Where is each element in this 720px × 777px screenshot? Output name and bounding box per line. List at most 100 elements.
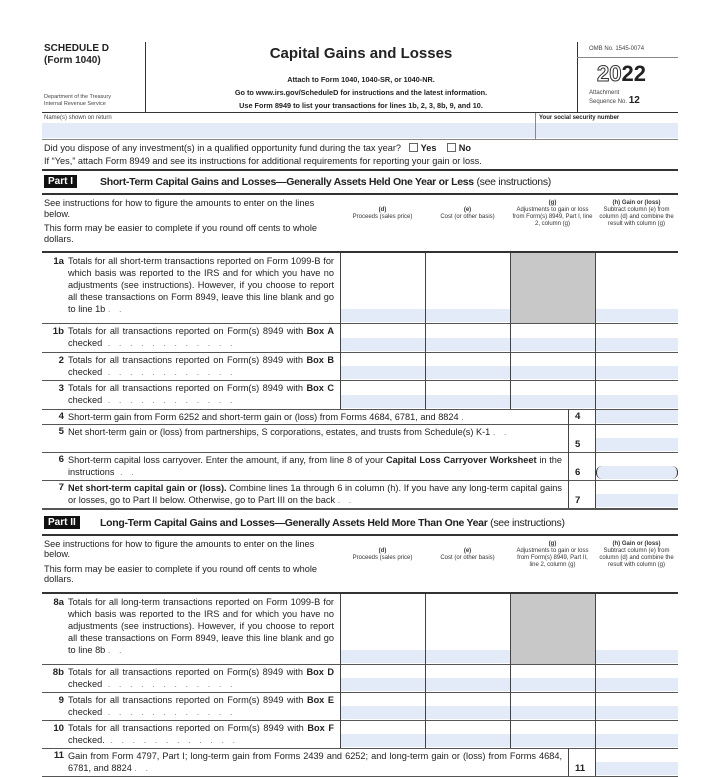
line-1b-col-h-input[interactable] <box>596 337 678 351</box>
line-4-text: Short-term gain from Form 6252 and short… <box>68 411 467 422</box>
line-2-col-d-input[interactable] <box>341 366 425 379</box>
column-header-d: (d) Proceeds (sales price) <box>352 207 413 220</box>
instructions-url[interactable]: Go to www.irs.gov/ScheduleD for instruct… <box>234 88 488 97</box>
column-divider <box>595 423 596 452</box>
line-3-col-e-input[interactable] <box>426 394 510 408</box>
intro-p1: See instructions for how to figure the a… <box>44 198 315 219</box>
line-9-col-e-input[interactable] <box>426 705 510 719</box>
line-number: 9 <box>58 694 64 706</box>
line-8b-col-e-input[interactable] <box>426 677 510 691</box>
opportunity-fund-row: Did you dispose of any investment(s) in … <box>44 142 471 154</box>
line-2-col-e-input[interactable] <box>426 366 510 379</box>
line-8b-col-g-input[interactable] <box>511 677 595 691</box>
column-divider <box>568 423 569 452</box>
row-divider <box>42 775 678 777</box>
line-1a-col-e-input[interactable] <box>426 309 510 322</box>
row-divider <box>42 380 678 381</box>
attach-note: Attach to Form 1040, 1040-SR, or 1040-NR… <box>287 75 435 84</box>
line-10-col-h-input[interactable] <box>596 733 678 747</box>
line-8b-col-h-input[interactable] <box>596 677 678 691</box>
line-9-col-g-input[interactable] <box>511 705 595 719</box>
column-divider <box>340 691 341 720</box>
column-header-e: (e) Cost (or other basis) <box>440 207 495 220</box>
divider <box>42 251 678 253</box>
dept-treasury: Department of the Treasury <box>44 94 111 100</box>
ssn-label: Your social security number <box>539 115 620 121</box>
line-11-box-number: 11 <box>575 762 586 774</box>
column-header-hGainorloss: (h) Gain or (loss) Subtract column (e) fr… <box>599 200 674 227</box>
name-input[interactable] <box>42 123 535 138</box>
line-1b-col-d-input[interactable] <box>341 337 425 351</box>
intro-p1: See instructions for how to figure the a… <box>44 538 315 560</box>
form-title: Capital Gains and Losses <box>269 45 453 62</box>
column-divider <box>595 451 596 480</box>
line-8b-col-d-input[interactable] <box>341 677 425 691</box>
line-9-text: Totals for all transactions reported on … <box>68 694 334 717</box>
line-5-box-number: 5 <box>575 438 581 450</box>
line-10-col-e-input[interactable] <box>426 733 510 747</box>
line-11-amount-input[interactable] <box>596 761 678 775</box>
line-6-amount-input[interactable] <box>596 465 678 479</box>
part2-see-instructions: (see instructions) <box>490 516 565 529</box>
column-header-hGainorloss: (h) Gain or (loss) Subtract column (e) fr… <box>599 540 674 568</box>
line-1a-col-h-input[interactable] <box>596 309 678 322</box>
yes-checkbox[interactable]: Yes <box>408 143 437 153</box>
column-divider <box>425 691 426 720</box>
row-divider <box>42 323 678 324</box>
line-10-col-d-input[interactable] <box>341 733 425 747</box>
line-8a-col-d-input[interactable] <box>341 649 425 663</box>
row-divider <box>42 719 678 721</box>
line-1b-col-g-input[interactable] <box>511 337 595 351</box>
line-7-amount-input[interactable] <box>596 493 678 507</box>
line-9-col-d-input[interactable] <box>341 705 425 719</box>
line-8a-col-e-input[interactable] <box>426 649 510 663</box>
opportunity-fund-question: Did you dispose of any investment(s) in … <box>44 143 401 153</box>
column-divider <box>425 380 426 409</box>
ssn-input[interactable] <box>536 123 678 138</box>
column-divider <box>568 451 569 480</box>
line-2-col-h-input[interactable] <box>596 366 678 379</box>
column-divider <box>595 479 596 508</box>
shaded-cell <box>510 253 595 323</box>
line-10-col-g-input[interactable] <box>511 733 595 747</box>
column-divider <box>340 593 341 664</box>
line-number: 3 <box>58 383 64 394</box>
line-number: 1b <box>52 326 64 337</box>
column-divider <box>595 351 596 380</box>
line-6-text: Short-term capital loss carryover. Enter… <box>68 454 563 477</box>
row-divider <box>42 451 678 453</box>
column-divider <box>340 323 341 352</box>
column-divider <box>425 351 426 380</box>
line-4-amount-input[interactable] <box>596 409 678 423</box>
intro-p2: This form may be easier to complete if y… <box>44 223 318 244</box>
line-3-col-g-input[interactable] <box>511 394 595 408</box>
line-1b-col-e-input[interactable] <box>426 337 510 351</box>
line-3-col-h-input[interactable] <box>596 394 678 408</box>
attachment-label: Attachment <box>589 90 620 96</box>
part1-badge: Part I <box>44 175 78 188</box>
line-4-box-number: 4 <box>575 410 581 422</box>
column-divider <box>595 408 596 424</box>
line-1a-col-d-input[interactable] <box>341 309 425 322</box>
line-3-col-d-input[interactable] <box>341 394 425 408</box>
column-header-g: (g) Adjustments to gain or loss from Form… <box>512 200 593 227</box>
line-9-col-h-input[interactable] <box>596 705 678 719</box>
column-divider <box>510 323 511 352</box>
column-divider <box>510 691 511 720</box>
line-number: 5 <box>58 425 64 437</box>
line-2-col-g-input[interactable] <box>511 366 595 379</box>
sequence-number: 12 <box>628 95 640 106</box>
column-divider <box>425 323 426 352</box>
column-divider <box>510 351 511 380</box>
line-number: 1a <box>53 256 64 267</box>
line-8a-col-h-input[interactable] <box>596 649 678 663</box>
column-divider <box>510 663 511 692</box>
divider <box>42 193 678 195</box>
dept-irs: Internal Revenue Service <box>44 101 106 107</box>
no-checkbox[interactable]: No <box>446 143 471 153</box>
line-5-amount-input[interactable] <box>596 437 678 451</box>
schedule-label: SCHEDULE D <box>44 43 110 54</box>
sequence-label: Sequence No. <box>589 99 628 105</box>
intro-p2: This form may be easier to complete if y… <box>44 563 318 585</box>
line-5-text: Net short-term gain or (loss) from partn… <box>68 426 510 437</box>
